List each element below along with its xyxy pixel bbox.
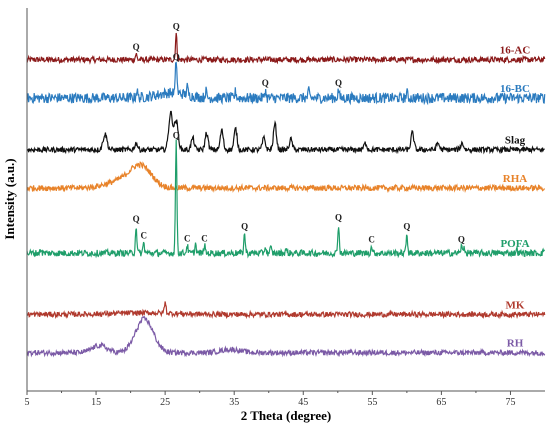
x-axis-title: 2 Theta (degree) (241, 408, 332, 423)
y-axis-title: Intensity (a.u.) (2, 158, 17, 239)
peak-label: Q (335, 213, 342, 223)
x-tick-label: 5 (25, 397, 30, 408)
x-tick-label: 15 (91, 397, 101, 408)
traces-layer (26, 32, 546, 358)
series-label-slag: Slag (505, 135, 526, 147)
peak-label: Q (133, 214, 140, 224)
series-line-rha (26, 161, 545, 194)
peak-label: Q (458, 235, 465, 245)
x-tick-label: 55 (367, 397, 377, 408)
peak-label: Q (133, 42, 140, 52)
series-label-16-bc: 16-BC (500, 83, 530, 95)
series-line-rh (26, 315, 546, 358)
peak-label: Q (173, 22, 180, 32)
series-label-mk: MK (506, 299, 525, 311)
peak-label: C (184, 233, 191, 243)
peak-label: Q (173, 52, 180, 62)
peak-label: Q (173, 131, 180, 141)
series-line-mk (26, 301, 546, 320)
peak-label: Q (403, 222, 410, 232)
series-line-pofa (26, 139, 546, 259)
x-tick-label: 65 (436, 397, 446, 408)
series-label-pofa: POFA (500, 238, 529, 250)
series-line-16-bc (26, 61, 546, 106)
peak-label: C (368, 235, 375, 245)
series-label-16-ac: 16-AC (500, 45, 531, 57)
series-line-16-ac (26, 32, 546, 65)
peak-label: C (140, 231, 147, 241)
series-label-rha: RHA (503, 173, 528, 185)
series-label-rh: RH (507, 338, 524, 350)
peak-label: C (201, 233, 208, 243)
x-ticks: 5 15 25 35 45 55 65 75 (25, 391, 515, 408)
peak-label: Q (335, 78, 342, 88)
series-line-slag (26, 110, 545, 155)
x-tick-label: 25 (160, 397, 170, 408)
x-tick-label: 45 (298, 397, 308, 408)
peak-label: Q (241, 222, 248, 232)
x-tick-label: 35 (229, 397, 239, 408)
x-tick-label: 75 (505, 397, 515, 408)
peak-label: Q (262, 78, 269, 88)
